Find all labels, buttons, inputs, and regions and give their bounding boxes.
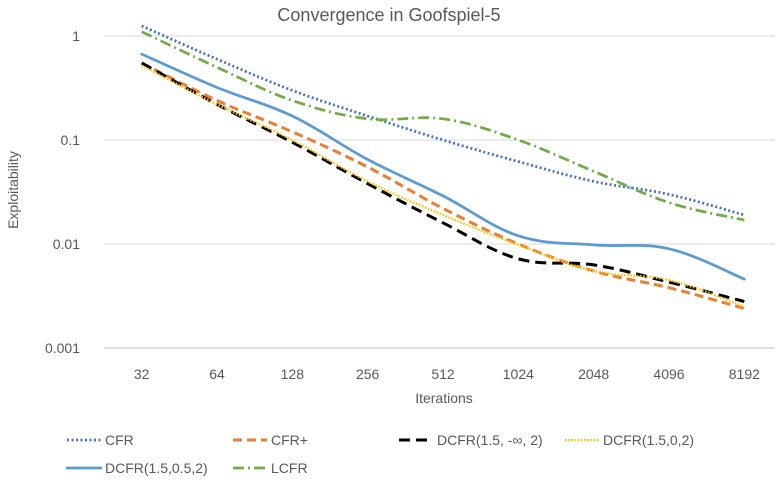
x-tick-label: 1024 [503,366,534,382]
x-tick-labels: 32 64 128 256 512 1024 2048 4096 8192 [134,366,760,382]
series-line-dcfr-1-5-inf-2 [140,61,745,303]
y-tick-label: 0.01 [53,236,80,252]
legend-label-dcfr-1-5-inf-2: DCFR(1.5, -∞, 2) [437,432,543,448]
legend-label-dcfr-1-5-0-2: DCFR(1.5,0,2) [603,432,694,448]
series-line-lcfr [141,30,745,222]
series-line-cfr [141,24,745,217]
x-tick-label: 2048 [578,366,609,382]
x-axis-label: Iterations [415,390,473,406]
series-line-cfr [141,61,745,310]
x-tick-label: 128 [281,366,305,382]
chart-title: Convergence in Goofspiel-5 [277,5,500,25]
legend: CFR CFR+ DCFR(1.5, -∞, 2) DCFR(1.5,0,2) DCFR… [65,432,694,476]
x-tick-label: 256 [356,366,380,382]
legend-label-cfr: CFR+ [271,432,308,448]
x-tick-label: 8192 [729,366,760,382]
series-line-dcfr-1-5-0-5-2 [140,52,746,281]
x-tick-label: 64 [209,366,225,382]
y-tick-label: 0.001 [45,340,80,356]
gridlines [104,35,775,349]
series-line-dcfr-1-5-0-2 [141,64,745,308]
legend-label-cfr: CFR [105,432,134,448]
x-tick-label: 512 [431,366,455,382]
y-axis-label: Exploitability [5,151,21,229]
y-tick-label: 1 [72,28,80,44]
x-tick-label: 4096 [653,366,684,382]
y-tick-labels: 1 0.1 0.01 0.001 [45,28,80,356]
legend-label-lcfr: LCFR [271,460,308,476]
y-tick-label: 0.1 [61,132,81,148]
legend-label-dcfr-1-5-0-5-2: DCFR(1.5,0.5,2) [105,460,208,476]
x-tick-label: 32 [134,366,150,382]
series-lines [140,24,746,310]
